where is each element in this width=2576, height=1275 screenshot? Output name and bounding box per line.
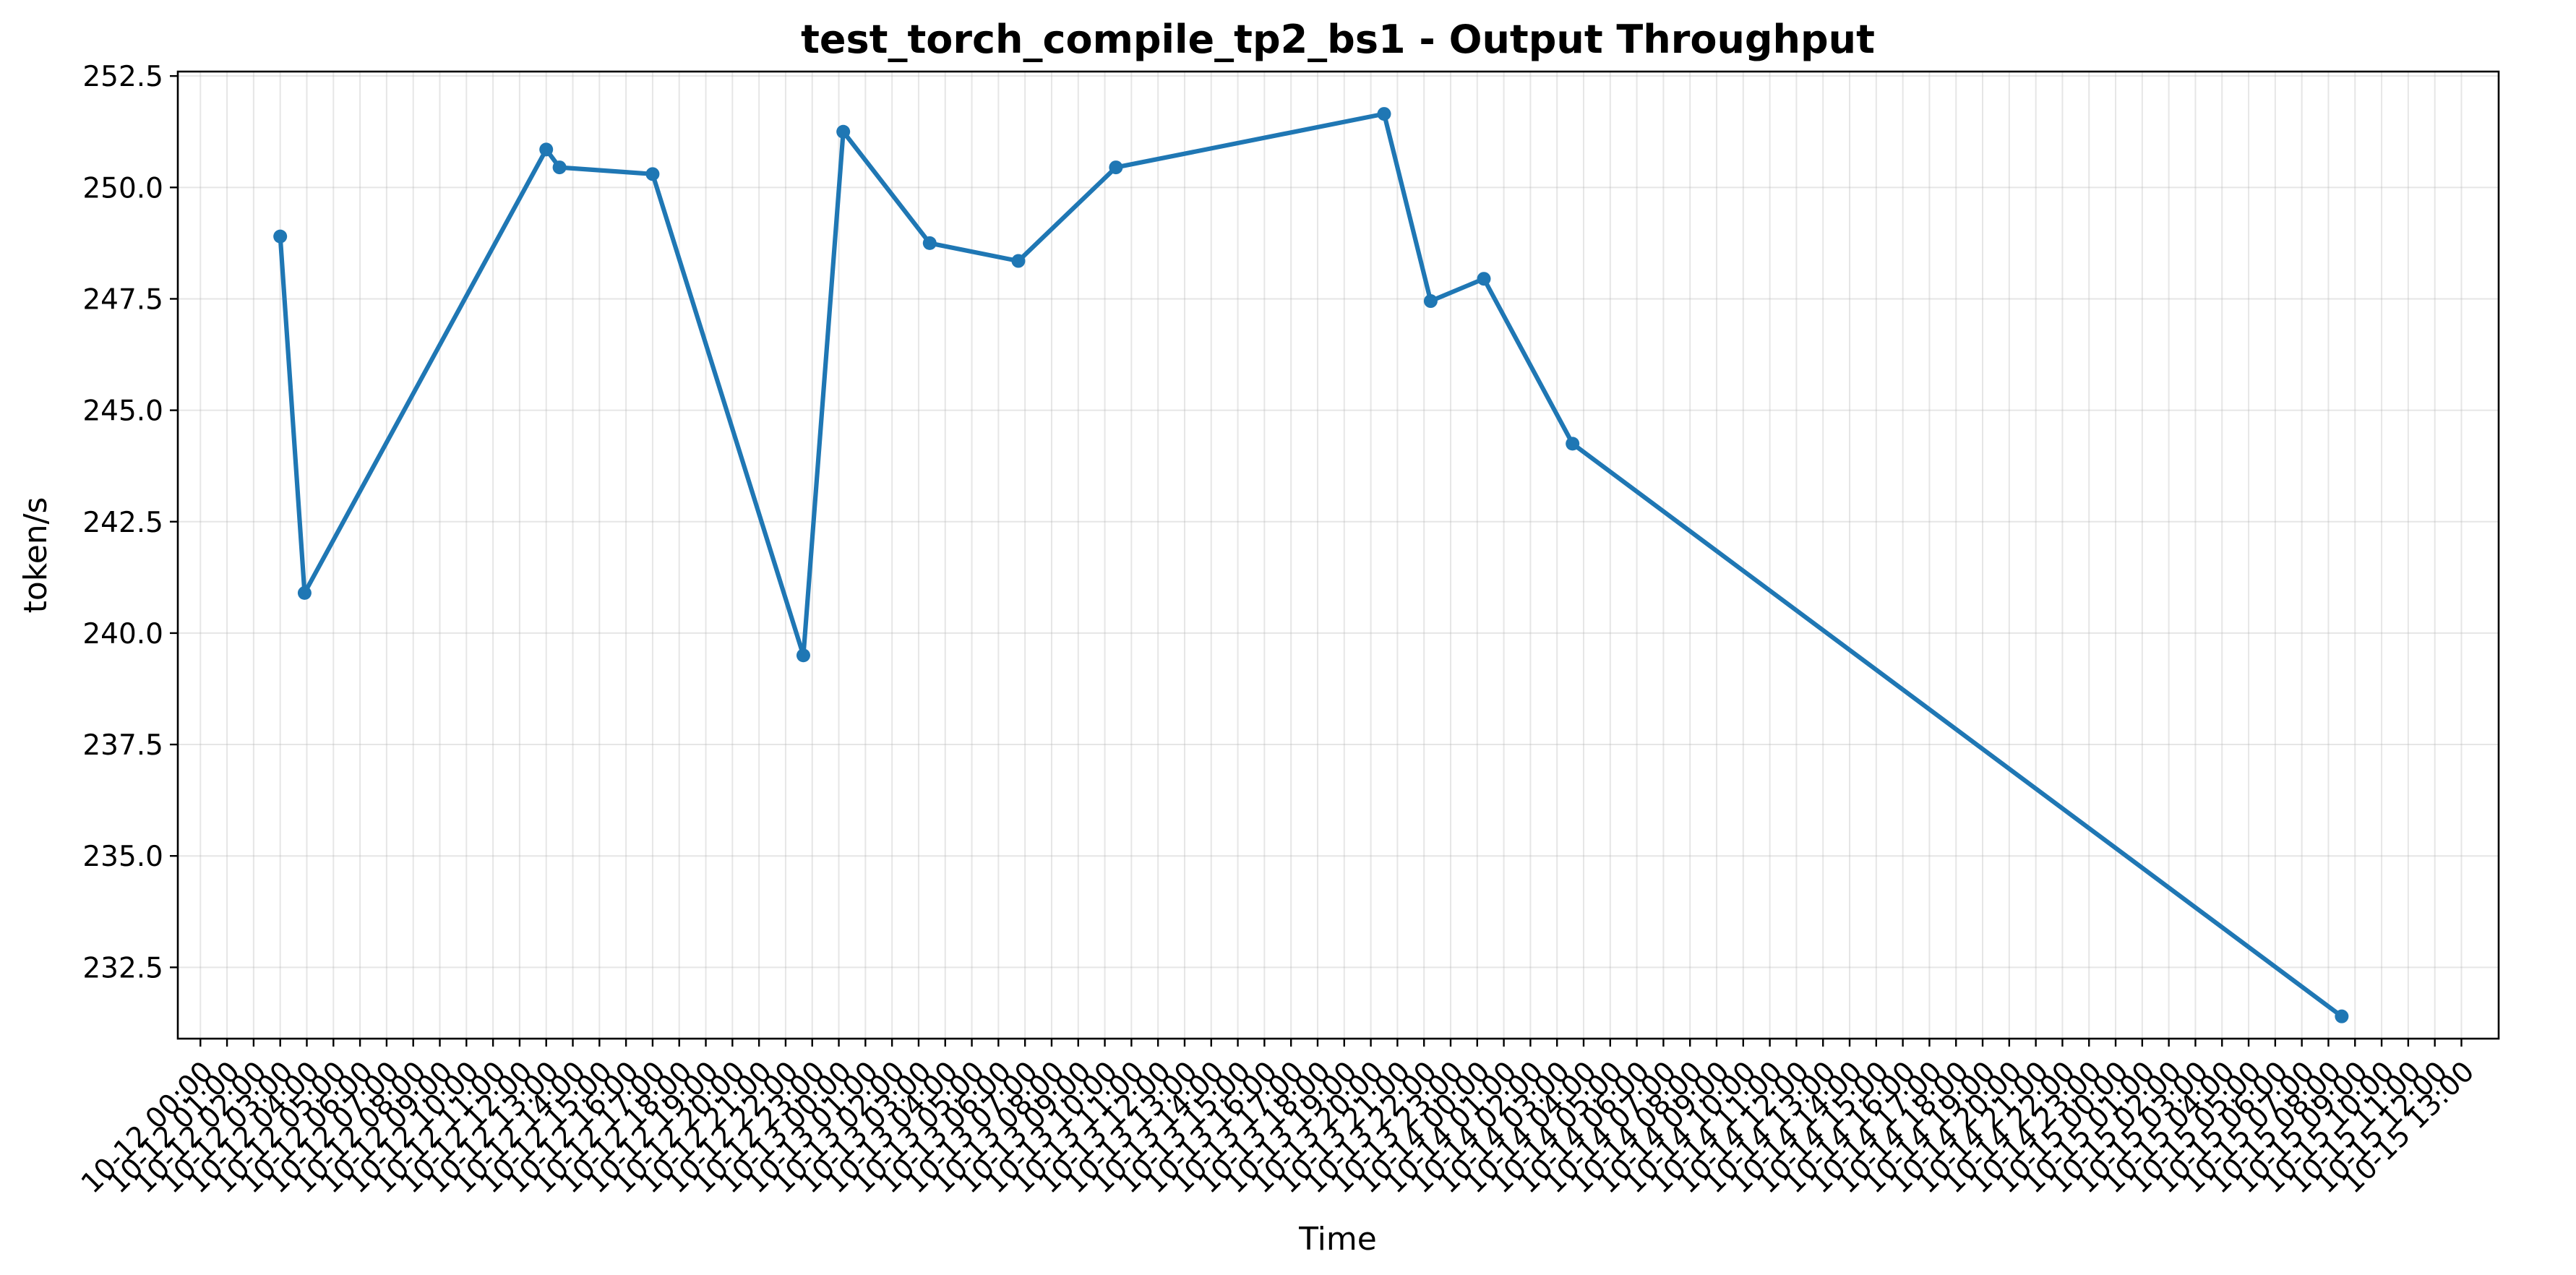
- y-tick-label: 237.5: [82, 729, 163, 762]
- data-point: [836, 124, 851, 139]
- plot-frame: [176, 70, 2500, 1040]
- series-line: [278, 111, 2344, 1019]
- data-point: [645, 167, 660, 181]
- x-axis-label: Time: [1298, 1221, 1377, 1258]
- data-point: [539, 142, 554, 157]
- y-tick-label: 252.5: [82, 61, 163, 93]
- y-tick-label: 247.5: [82, 283, 163, 316]
- data-point: [552, 160, 567, 175]
- data-point: [1377, 107, 1391, 121]
- y-tick-label: 245.0: [82, 395, 163, 428]
- data-point: [922, 236, 937, 250]
- y-axis-label: token/s: [17, 497, 54, 614]
- data-point: [297, 585, 312, 600]
- y-tick-label: 232.5: [82, 952, 163, 984]
- y-tick-label: 242.5: [82, 507, 163, 539]
- y-tick-label: 240.0: [82, 618, 163, 651]
- data-point: [1109, 160, 1123, 175]
- data-point: [1477, 272, 1491, 286]
- x-gridlines: [199, 72, 2463, 1039]
- data-point: [796, 648, 810, 663]
- y-tick-label: 235.0: [82, 841, 163, 873]
- series-layer: [273, 107, 2349, 1023]
- data-point: [273, 229, 288, 244]
- data-point: [1011, 254, 1026, 268]
- data-point: [1423, 294, 1438, 309]
- data-point: [1566, 437, 1580, 451]
- y-tick-label: 250.0: [82, 172, 163, 205]
- y-axis: 232.5 235.0 237.5 240.0 242.5 245.0 247.5 250.0…: [82, 61, 178, 984]
- y-gridlines: [178, 75, 2499, 969]
- chart-title: test_torch_compile_tp2_bs1 - Output Thro…: [801, 17, 1875, 62]
- data-point: [2335, 1009, 2349, 1023]
